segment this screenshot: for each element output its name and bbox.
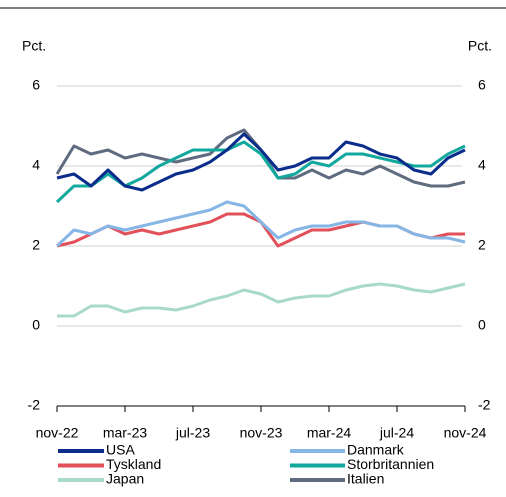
legend-label: Italien: [347, 471, 384, 487]
series-line: [57, 282, 466, 318]
x-tick-label: nov-24: [444, 425, 487, 441]
y-tick-label: 6: [32, 77, 40, 93]
x-tick-label: nov-22: [36, 425, 79, 441]
legend-label: Tyskland: [106, 456, 161, 472]
x-tick-label: mar-23: [103, 425, 148, 441]
x-tick-label: jul-24: [379, 425, 414, 441]
x-tick-label: jul-23: [175, 425, 210, 441]
y2-tick-label: 6: [478, 77, 486, 93]
x-tick-label: mar-24: [307, 425, 352, 441]
series-line: [55, 200, 466, 248]
x-tick-label: nov-23: [240, 425, 283, 441]
legend-label: Danmark: [347, 442, 405, 458]
legend-label: Storbritannien: [347, 456, 434, 472]
legend-label: Japan: [106, 471, 144, 487]
y2-tick-label: -2: [478, 397, 491, 413]
y-tick-label: 2: [32, 237, 40, 253]
y-tick-label: 0: [32, 317, 40, 333]
y2-tick-label: 2: [478, 237, 486, 253]
y2-tick-label: 0: [478, 317, 486, 333]
y2-tick-label: 4: [478, 157, 486, 173]
y-tick-label: -2: [28, 397, 41, 413]
series-line: [56, 132, 466, 192]
y-tick-label: 4: [32, 157, 40, 173]
y2-axis-label: Pct.: [468, 38, 492, 54]
legend-label: USA: [106, 442, 135, 458]
y-axis-label: Pct.: [22, 38, 46, 54]
